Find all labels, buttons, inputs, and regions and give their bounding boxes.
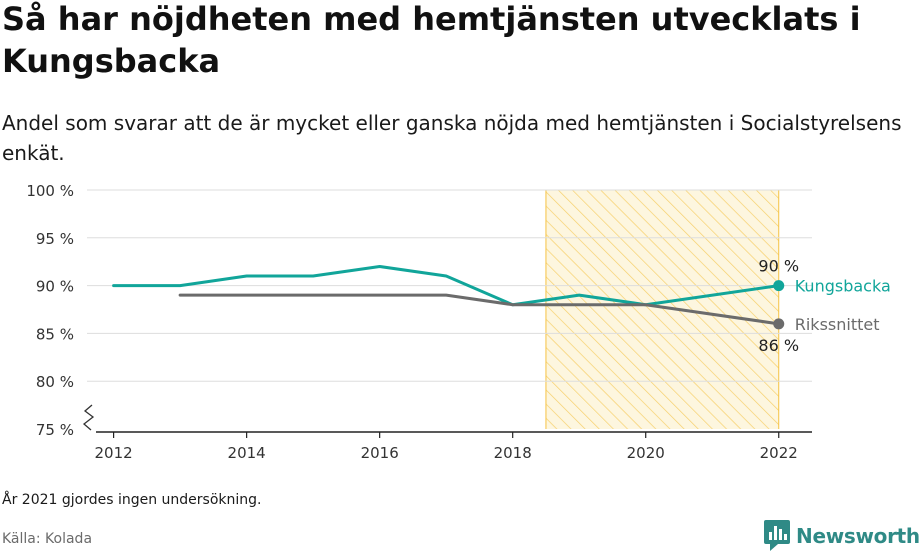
y-tick-label: 80 % xyxy=(36,373,74,391)
series-end-value: 86 % xyxy=(758,336,799,355)
footnote: År 2021 gjordes ingen undersökning. xyxy=(2,492,262,508)
x-tick-label: 2012 xyxy=(95,444,133,462)
series-line-kungsbacka xyxy=(112,264,781,307)
y-tick-label: 75 % xyxy=(36,421,74,439)
x-tick-label: 2016 xyxy=(361,444,399,462)
chart-title: Så har nöjdheten med hemtjänsten utveckl… xyxy=(2,0,861,80)
series-name-label: Rikssnittet xyxy=(795,315,880,334)
x-tick-label: 2014 xyxy=(228,444,266,462)
source-text: Källa: Kolada xyxy=(2,531,93,547)
brand-name: Newsworthy xyxy=(796,524,920,548)
series-end-point xyxy=(773,318,785,330)
series-end-value: 90 % xyxy=(758,257,799,276)
highlight-area xyxy=(545,190,779,429)
newsworthy-logo-icon xyxy=(764,520,790,551)
chart-subtitle: Andel som svarar att de är mycket eller … xyxy=(2,111,902,165)
newsworthy-logo: Newsworthy xyxy=(764,519,920,553)
series-end-point xyxy=(773,280,785,292)
series-name-label: Kungsbacka xyxy=(795,277,891,296)
y-tick-label: 95 % xyxy=(36,230,74,248)
axis-break-icon xyxy=(82,404,95,431)
series-line-rikssnittet xyxy=(178,293,781,326)
x-tick-label: 2020 xyxy=(627,444,665,462)
y-tick-label: 100 % xyxy=(26,182,74,200)
y-tick-label: 90 % xyxy=(36,278,74,296)
x-tick-label: 2018 xyxy=(494,444,532,462)
x-tick-label: 2022 xyxy=(760,444,798,462)
y-tick-label: 85 % xyxy=(36,325,74,343)
